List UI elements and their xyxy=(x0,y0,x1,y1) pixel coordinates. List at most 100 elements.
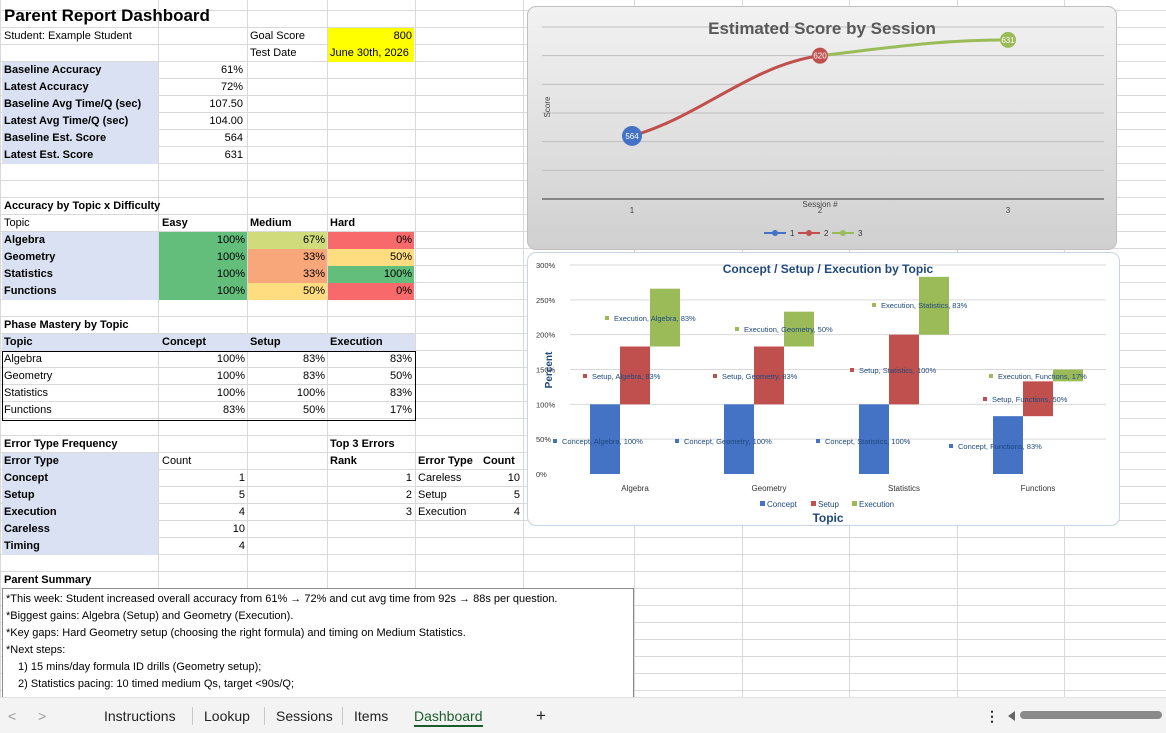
accuracy-header: Topic xyxy=(4,217,30,229)
tab-prev-button[interactable]: < xyxy=(8,708,17,724)
phase-topic: Statistics xyxy=(4,387,49,399)
accuracy-easy[interactable]: 100% xyxy=(159,283,247,300)
metric-label: Latest Accuracy xyxy=(2,79,158,96)
phase-concept[interactable]: 83% xyxy=(222,404,245,416)
metric-value[interactable]: 107.50 xyxy=(209,98,243,110)
accuracy-medium[interactable]: 33% xyxy=(248,266,327,283)
phase-concept[interactable]: 100% xyxy=(216,370,245,382)
data-label: 620 xyxy=(813,52,827,61)
top3-rank[interactable]: 3 xyxy=(405,506,412,518)
top3-rank[interactable]: 1 xyxy=(405,472,412,484)
metric-value[interactable]: 104.00 xyxy=(209,115,243,127)
phase-setup[interactable]: 100% xyxy=(296,387,325,399)
tab-next-button[interactable]: > xyxy=(38,708,47,724)
phase-title: Phase Mastery by Topic xyxy=(4,319,129,331)
accuracy-medium[interactable]: 33% xyxy=(248,249,327,266)
worksheet-grid[interactable]: Parent Report Dashboard Student: Example… xyxy=(0,0,1166,697)
accuracy-medium[interactable]: 67% xyxy=(248,232,327,249)
error-count[interactable]: 1 xyxy=(238,472,245,484)
accuracy-topic: Statistics xyxy=(2,266,158,283)
top3-type[interactable]: Setup xyxy=(418,489,447,501)
metric-value[interactable]: 61% xyxy=(220,64,243,76)
score-line-chart[interactable]: Estimated Score by Session 1 2 3 Session # Sc… xyxy=(527,6,1117,250)
x-tick-label: Geometry xyxy=(751,484,786,493)
legend-marker xyxy=(806,230,812,236)
bar-concept xyxy=(859,404,889,474)
error-count[interactable]: 4 xyxy=(238,506,245,518)
top3-count[interactable]: 4 xyxy=(513,506,520,518)
metric-label: Latest Est. Score xyxy=(2,147,158,164)
error-count[interactable]: 10 xyxy=(232,523,245,535)
metric-value[interactable]: 72% xyxy=(220,81,243,93)
label-marker xyxy=(735,327,739,331)
phase-setup[interactable]: 83% xyxy=(302,370,325,382)
summary-title: Parent Summary xyxy=(4,574,92,586)
legend-label: 2 xyxy=(824,229,829,238)
more-options-icon[interactable]: ⋮ xyxy=(985,708,999,724)
bar-concept xyxy=(993,416,1023,474)
phase-concept[interactable]: 100% xyxy=(216,353,245,365)
y-tick-label: 150% xyxy=(536,366,556,375)
chart-title: Concept / Setup / Execution by Topic xyxy=(723,262,934,276)
goal-score-value[interactable]: 800 xyxy=(328,28,414,45)
tab-dashboard[interactable]: Dashboard xyxy=(414,705,483,727)
top3-rank[interactable]: 2 xyxy=(405,489,412,501)
summary-line: *Biggest gains: Algebra (Setup) and Geom… xyxy=(6,610,294,622)
phase-setup[interactable]: 50% xyxy=(302,404,325,416)
accuracy-hard[interactable]: 0% xyxy=(328,232,414,249)
data-label: Setup, Geometry, 83% xyxy=(722,372,798,381)
top3-type[interactable]: Execution xyxy=(418,506,467,518)
bar-execution xyxy=(784,311,814,347)
scroll-left-icon[interactable] xyxy=(1008,711,1015,721)
tab-lookup[interactable]: Lookup xyxy=(204,708,250,724)
label-marker xyxy=(605,316,609,320)
error-count[interactable]: 5 xyxy=(238,489,245,501)
accuracy-hard[interactable]: 100% xyxy=(328,266,414,283)
error-count[interactable]: 4 xyxy=(238,540,245,552)
data-label: Execution, Statistics, 83% xyxy=(881,301,968,310)
horizontal-scrollbar[interactable] xyxy=(1020,711,1162,719)
tab-sessions[interactable]: Sessions xyxy=(276,708,333,724)
phase-setup[interactable]: 83% xyxy=(302,353,325,365)
accuracy-easy[interactable]: 100% xyxy=(159,266,247,283)
summary-line: *Key gaps: Hard Geometry setup (choosing… xyxy=(6,627,466,639)
summary-line: 2) Statistics pacing: 10 timed medium Qs… xyxy=(18,678,295,690)
bar-setup xyxy=(754,346,784,405)
metric-value[interactable]: 631 xyxy=(224,149,243,161)
top3-header: Rank xyxy=(330,455,357,467)
accuracy-hard[interactable]: 0% xyxy=(328,283,414,300)
test-date-label: Test Date xyxy=(250,47,297,59)
test-date-value[interactable]: June 30th, 2026 xyxy=(328,45,414,62)
error-type: Timing xyxy=(2,538,158,555)
phase-execution[interactable]: 83% xyxy=(389,353,412,365)
data-label: Setup, Statistics, 100% xyxy=(859,366,936,375)
bar-setup xyxy=(1023,381,1053,417)
label-marker xyxy=(816,439,820,443)
phase-bar-chart[interactable]: 0% 50% 100% 150% 200% 250% 300% Concept / Setup… xyxy=(527,252,1120,526)
accuracy-easy[interactable]: 100% xyxy=(159,232,247,249)
data-label: Concept, Statistics, 100% xyxy=(825,437,911,446)
tab-instructions[interactable]: Instructions xyxy=(104,708,176,724)
y-tick-label: 250% xyxy=(536,296,556,305)
summary-textbox[interactable]: *This week: Student increased overall ac… xyxy=(2,588,634,697)
accuracy-easy[interactable]: 100% xyxy=(159,249,247,266)
phase-concept[interactable]: 100% xyxy=(216,387,245,399)
label-marker xyxy=(553,439,557,443)
tab-items[interactable]: Items xyxy=(354,708,389,724)
chart-title: Estimated Score by Session xyxy=(708,19,936,38)
phase-execution[interactable]: 83% xyxy=(389,387,412,399)
top3-count[interactable]: 5 xyxy=(513,489,520,501)
phase-execution[interactable]: 50% xyxy=(389,370,412,382)
add-sheet-button[interactable]: + xyxy=(536,706,546,725)
phase-execution[interactable]: 17% xyxy=(389,404,412,416)
top3-count[interactable]: 10 xyxy=(507,472,520,484)
accuracy-header: Easy xyxy=(162,217,188,229)
metric-value[interactable]: 564 xyxy=(224,132,243,144)
summary-line: *Next steps: xyxy=(6,644,66,656)
top3-type[interactable]: Careless xyxy=(418,472,462,484)
summary-line: 1) 15 mins/day formula ID drills (Geomet… xyxy=(18,661,262,673)
accuracy-hard[interactable]: 50% xyxy=(328,249,414,266)
accuracy-topic: Geometry xyxy=(2,249,158,266)
accuracy-medium[interactable]: 50% xyxy=(248,283,327,300)
data-label: Execution, Algebra, 83% xyxy=(614,314,696,323)
